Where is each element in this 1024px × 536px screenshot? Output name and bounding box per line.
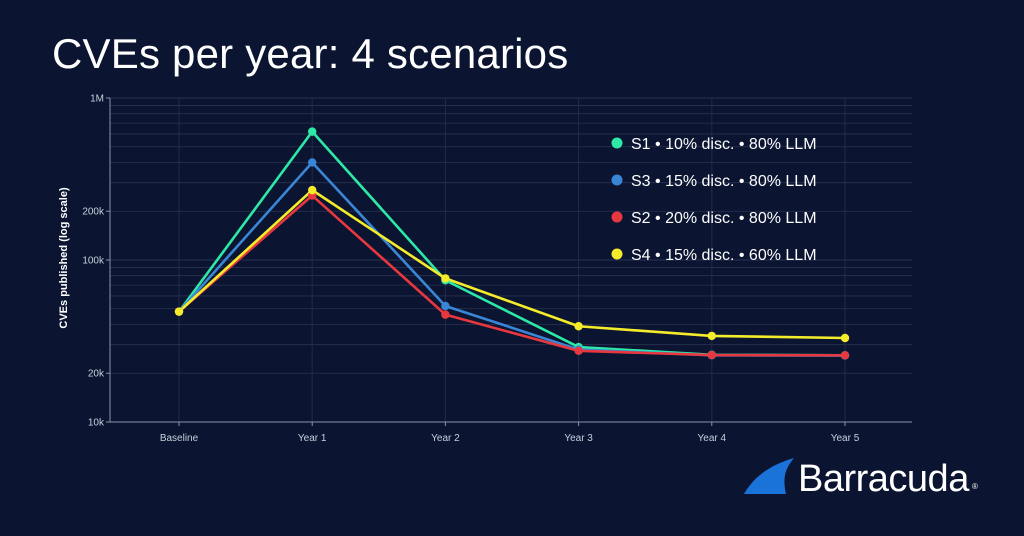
y-tick-label: 1M — [90, 94, 104, 105]
legend-label: S2 • 20% disc. • 80% LLM — [631, 210, 817, 227]
chart-series — [174, 127, 850, 360]
data-point — [308, 158, 317, 167]
data-point — [707, 350, 716, 360]
data-point — [574, 322, 583, 331]
chart-legend: S1 • 10% disc. • 80% LLM S3 • 15% disc. •… — [611, 136, 817, 264]
legend-marker — [611, 248, 623, 260]
y-axis-label: CVEs published (log scale) — [58, 187, 70, 329]
registered-mark: ® — [972, 482, 978, 491]
y-tick-label: 10k — [88, 418, 105, 429]
series-line — [178, 194, 846, 357]
data-point — [707, 331, 716, 341]
legend-marker — [611, 174, 623, 186]
data-point — [441, 274, 450, 283]
x-tick-label: Year 5 — [831, 433, 860, 444]
y-tick-label: 200k — [82, 207, 105, 218]
legend-marker — [611, 211, 623, 223]
series-line — [177, 130, 846, 357]
legend-label: S4 • 15% disc. • 60% LLM — [631, 247, 817, 264]
data-point — [441, 301, 450, 311]
data-point — [840, 351, 850, 360]
chart-title: CVEs per year: 4 scenarios — [52, 30, 569, 77]
data-point — [308, 185, 317, 195]
x-tick-label: Year 4 — [698, 433, 727, 444]
data-point — [174, 307, 184, 316]
barracuda-fin-icon — [744, 458, 794, 494]
y-tick-label: 20k — [88, 369, 105, 380]
x-tick-label: Baseline — [160, 433, 199, 444]
data-point — [840, 333, 850, 343]
x-tick-label: Year 1 — [298, 433, 327, 444]
x-tick-label: Year 2 — [431, 433, 460, 444]
brand-name: Barracuda — [798, 458, 969, 500]
data-point — [441, 310, 450, 319]
x-tick-label: Year 3 — [564, 433, 593, 444]
legend-label: S3 • 15% disc. • 80% LLM — [631, 173, 817, 190]
legend-marker — [611, 137, 623, 149]
series-line — [178, 188, 846, 340]
chart-gridlines — [110, 97, 912, 423]
chart-axes: 10k 20k 100k 200k 1M Baseline Year 1 Year 2 Year… — [58, 94, 912, 444]
barracuda-logo: Barracuda ® — [742, 456, 992, 500]
y-tick-label: 100k — [82, 256, 105, 267]
legend-label: S1 • 10% disc. • 80% LLM — [631, 136, 817, 153]
data-point — [574, 346, 583, 356]
data-point — [308, 127, 317, 136]
